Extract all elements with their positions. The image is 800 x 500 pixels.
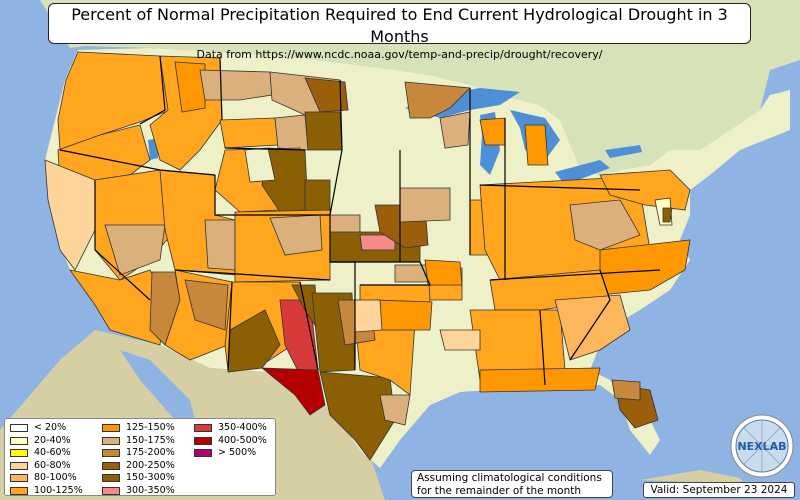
legend-item: 300-350% (102, 485, 194, 497)
legend-label: 20-40% (34, 434, 71, 446)
legend-swatch (102, 474, 120, 482)
region-nd-sd (304, 111, 343, 151)
map-title: Percent of Normal Precipitation Required… (71, 5, 728, 46)
region-ut-south (204, 219, 236, 271)
nexlab-logo: NEXLAB (730, 414, 794, 478)
drought-regions (44, 51, 691, 461)
legend-label: 80-100% (34, 472, 77, 483)
legend-item: 80-100% (10, 472, 102, 484)
legend-swatch (194, 424, 212, 432)
legend-swatch (194, 436, 212, 445)
legend-item: 100-125% (10, 485, 102, 497)
legend-item: > 500% (194, 447, 282, 459)
legend-swatch (102, 424, 120, 432)
note-line-1: Assuming climatological conditions (417, 472, 602, 484)
legend: < 20% 20-40% 40-60% 60-80% 80-100% 100-125% 12… (4, 418, 276, 496)
state-borders (59, 55, 661, 386)
lake-erie (555, 160, 610, 185)
region-ia-west (399, 187, 451, 223)
region-id-ne (174, 61, 206, 113)
region-mi-lower (524, 124, 549, 166)
region-ok-south (374, 299, 433, 331)
legend-item: 150-300% (102, 472, 194, 484)
region-az-center (184, 279, 229, 331)
legend-item: 400-500% (194, 435, 282, 447)
region-wi-north (439, 111, 471, 149)
valid-date: Valid: September 23 2024 (643, 482, 795, 498)
legend-label: 350-400% (218, 422, 267, 433)
legend-label: 175-200% (126, 447, 175, 458)
legend-swatch (102, 461, 120, 470)
legend-item: < 20% (10, 422, 102, 434)
legend-label: 300-350% (126, 484, 175, 496)
region-fl-panhandle (611, 379, 641, 401)
legend-swatch (10, 474, 28, 482)
region-mn-north (404, 81, 471, 119)
legend-item: 125-150% (102, 422, 194, 434)
region-mo-east (424, 259, 463, 286)
legend-label: 60-80% (34, 459, 71, 471)
region-co-center (269, 214, 323, 256)
region-tx-southeast (379, 394, 411, 426)
cuba (640, 470, 745, 485)
legend-label: 150-300% (126, 472, 175, 483)
region-mt-ne (304, 77, 349, 113)
legend-label: 200-250% (126, 459, 175, 471)
legend-swatch (10, 436, 28, 445)
map-subtitle: Data from https://www.ncdc.noaa.gov/temp… (196, 48, 603, 61)
region-ok-sw (354, 299, 383, 333)
legend-label: 100-125% (34, 484, 83, 496)
region-ks-pink (359, 234, 396, 251)
legend-swatch (102, 436, 120, 445)
legend-item: 200-250% (102, 460, 194, 472)
region-mt-west (199, 69, 273, 101)
legend-label: 125-150% (126, 422, 175, 433)
legend-label: 40-60% (34, 447, 71, 458)
assumption-note: Assuming climatological conditions for t… (411, 470, 613, 498)
legend-label: < 20% (34, 422, 67, 433)
lake-ontario (605, 145, 642, 158)
region-tx-west (260, 367, 326, 416)
legend-item: 20-40% (10, 435, 102, 447)
region-md-dark (662, 207, 673, 223)
legend-swatch (10, 461, 28, 470)
legend-swatch (10, 449, 28, 457)
legend-swatch (194, 449, 212, 457)
legend-label: 400-500% (218, 434, 267, 446)
legend-item: 350-400% (194, 422, 282, 434)
legend-swatch (10, 424, 28, 432)
legend-swatch (102, 486, 120, 495)
gulf-of-california (120, 350, 200, 440)
legend-item: 150-175% (102, 435, 194, 447)
legend-swatch (10, 486, 28, 495)
region-nv-south (104, 224, 166, 276)
region-gulf-coast (479, 367, 601, 393)
legend-item: 175-200% (102, 447, 194, 459)
region-la-east (439, 329, 481, 351)
region-mt-south (219, 117, 279, 149)
legend-label: > 500% (218, 447, 257, 458)
logo-text: NEXLAB (737, 440, 786, 453)
legend-swatch (102, 449, 120, 457)
legend-item: 60-80% (10, 460, 102, 472)
region-wv (569, 199, 641, 251)
legend-label: 150-175% (126, 434, 175, 446)
legend-item: 40-60% (10, 447, 102, 459)
note-line-2: for the remainder of the month (417, 484, 582, 497)
title-box: Percent of Normal Precipitation Required… (48, 3, 751, 61)
region-sd-west (274, 114, 309, 151)
